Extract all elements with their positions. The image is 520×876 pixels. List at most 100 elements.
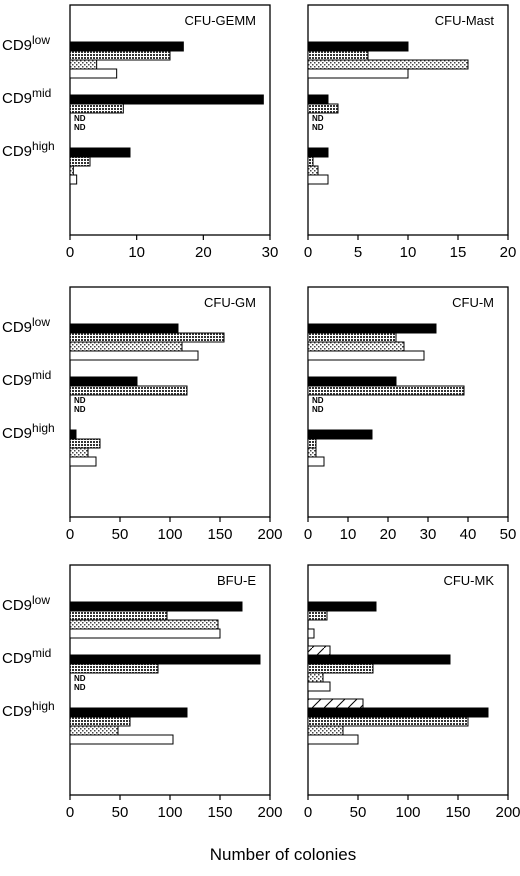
bar [69, 610, 168, 621]
bar [69, 59, 98, 70]
bar [69, 156, 91, 167]
bar [307, 68, 409, 79]
x-tick-label: 0 [304, 526, 312, 543]
x-tick-label: 0 [66, 244, 74, 261]
x-tick-label: 50 [112, 526, 129, 543]
x-tick-label: 10 [128, 244, 145, 261]
x-tick-label: 200 [257, 804, 282, 821]
bar [307, 165, 319, 176]
bar [69, 41, 184, 52]
bar [69, 68, 118, 79]
bar [69, 103, 124, 114]
category-label: CD9high [2, 421, 55, 442]
panel-title: CFU-GEMM [185, 13, 257, 28]
value-label: ND [74, 123, 86, 132]
x-tick-label: 10 [400, 244, 417, 261]
bar [307, 59, 469, 70]
bar [69, 323, 179, 334]
panel-title: BFU-E [217, 573, 256, 588]
panel-title: CFU-Mast [435, 13, 495, 28]
x-tick-label: 0 [66, 804, 74, 821]
bar [69, 707, 188, 718]
bar [69, 456, 97, 467]
panel-frame [307, 286, 509, 518]
value-label: ND [74, 674, 86, 683]
bar [307, 734, 359, 745]
bar [307, 725, 344, 736]
panel-title: CFU-M [452, 295, 494, 310]
x-tick-label: 0 [304, 244, 312, 261]
bar [307, 376, 397, 387]
category-prefix: CD9 [2, 425, 32, 442]
category-suffix: high [32, 699, 55, 713]
x-tick-label: 30 [420, 526, 437, 543]
bar [307, 707, 489, 718]
x-tick-label: 100 [157, 804, 182, 821]
bar [307, 681, 331, 692]
bar [307, 438, 317, 449]
panel-frame [69, 4, 271, 236]
category-suffix: high [32, 421, 55, 435]
category-prefix: CD9 [2, 703, 32, 720]
bar [69, 376, 138, 387]
category-suffix: mid [32, 368, 51, 382]
bar [69, 350, 199, 361]
bar [307, 323, 437, 334]
x-tick-label: 40 [460, 526, 477, 543]
category-label: CD9low [2, 33, 50, 54]
category-label: CD9high [2, 139, 55, 160]
category-prefix: CD9 [2, 650, 32, 667]
value-label: ND [74, 405, 86, 414]
x-tick-label: 20 [500, 244, 517, 261]
bar [307, 385, 465, 396]
bar [307, 174, 329, 185]
bar [69, 438, 101, 449]
category-label: CD9high [2, 699, 55, 720]
category-suffix: high [32, 139, 55, 153]
x-tick-label: 0 [66, 526, 74, 543]
bar [307, 716, 469, 727]
bar [69, 174, 78, 185]
bar [69, 165, 74, 176]
category-suffix: low [32, 315, 50, 329]
bar [69, 94, 264, 105]
category-label: CD9low [2, 593, 50, 614]
x-tick-label: 150 [207, 526, 232, 543]
x-tick-label: 20 [380, 526, 397, 543]
panel-frame [69, 286, 271, 518]
bar [307, 429, 373, 440]
panel-title: CFU-GM [204, 295, 256, 310]
x-tick-label: 150 [445, 804, 470, 821]
panel: CFU-MK 0 50 100 150 200 [304, 564, 520, 821]
category-prefix: CD9 [2, 319, 32, 336]
bar [307, 156, 314, 167]
bar [307, 350, 425, 361]
x-tick-label: 30 [262, 244, 279, 261]
x-tick-label: 15 [450, 244, 467, 261]
bar [69, 628, 221, 639]
x-tick-label: 50 [500, 526, 517, 543]
x-tick-label: 0 [304, 804, 312, 821]
category-prefix: CD9 [2, 372, 32, 389]
category-label: CD9mid [2, 86, 51, 107]
x-tick-label: 100 [395, 804, 420, 821]
category-prefix: CD9 [2, 90, 32, 107]
bar [69, 147, 131, 158]
bar [307, 628, 315, 639]
bar [69, 341, 183, 352]
bar [69, 716, 131, 727]
panel: CFU-GM0 50 100 150 200CD9lowCD9midNDNDCD9hig… [2, 286, 283, 543]
bar [307, 41, 409, 52]
bar [69, 429, 77, 440]
category-label: CD9low [2, 315, 50, 336]
bar [69, 50, 171, 61]
bar [69, 332, 225, 343]
category-prefix: CD9 [2, 37, 32, 54]
bar [307, 147, 329, 158]
bar [69, 734, 174, 745]
value-label: ND [312, 114, 324, 123]
bar [307, 698, 364, 709]
bar [307, 447, 317, 458]
